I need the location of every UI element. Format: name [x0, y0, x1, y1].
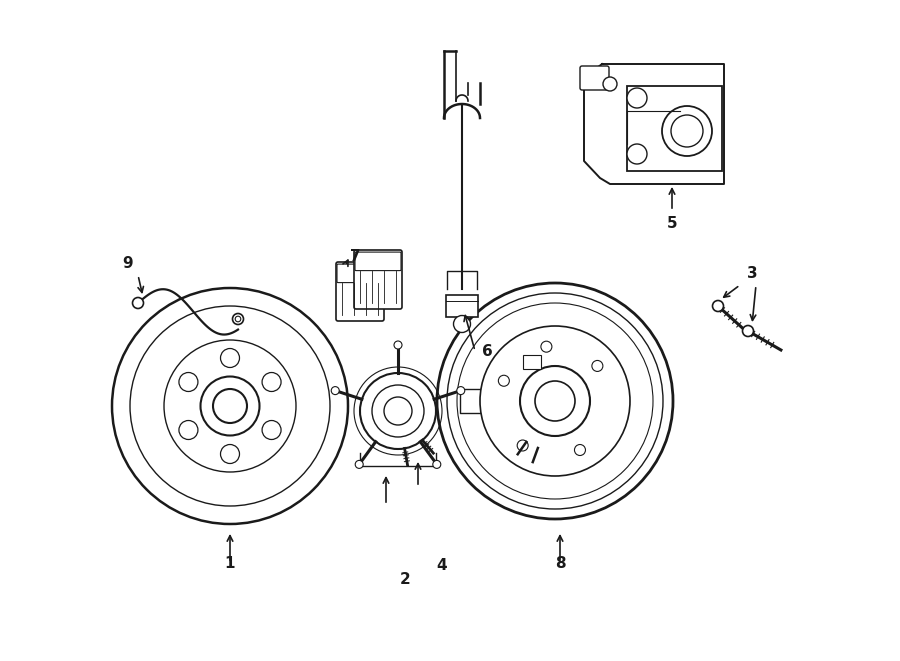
Circle shape: [394, 341, 402, 349]
Circle shape: [220, 348, 239, 368]
Text: 9: 9: [122, 256, 133, 270]
Text: 1: 1: [225, 555, 235, 570]
Text: 8: 8: [554, 555, 565, 570]
Circle shape: [454, 315, 471, 332]
Circle shape: [592, 360, 603, 371]
Circle shape: [356, 461, 364, 469]
Circle shape: [262, 420, 281, 440]
Text: 4: 4: [436, 559, 447, 574]
Circle shape: [499, 375, 509, 386]
Circle shape: [262, 373, 281, 391]
Text: 2: 2: [400, 572, 410, 586]
Bar: [627, 86, 722, 171]
Circle shape: [627, 144, 647, 164]
FancyBboxPatch shape: [336, 262, 384, 321]
Circle shape: [457, 387, 464, 395]
Circle shape: [603, 77, 617, 91]
Circle shape: [742, 325, 753, 336]
Circle shape: [112, 288, 348, 524]
Circle shape: [331, 387, 339, 395]
Circle shape: [662, 106, 712, 156]
Text: 5: 5: [667, 215, 678, 231]
Circle shape: [627, 88, 647, 108]
Circle shape: [179, 373, 198, 391]
Bar: [523, 355, 541, 369]
Polygon shape: [584, 64, 724, 184]
Circle shape: [437, 283, 673, 519]
Circle shape: [132, 297, 143, 309]
FancyBboxPatch shape: [337, 264, 383, 283]
Circle shape: [360, 373, 436, 449]
Circle shape: [574, 444, 586, 455]
Bar: [446, 295, 478, 317]
FancyBboxPatch shape: [355, 252, 401, 270]
Circle shape: [220, 444, 239, 463]
Circle shape: [713, 301, 724, 311]
Circle shape: [179, 420, 198, 440]
FancyBboxPatch shape: [580, 66, 609, 90]
Text: 7: 7: [350, 249, 360, 264]
Circle shape: [232, 313, 244, 325]
FancyBboxPatch shape: [354, 250, 402, 309]
Text: 6: 6: [482, 344, 492, 358]
Circle shape: [518, 440, 528, 451]
Circle shape: [433, 461, 441, 469]
Text: 3: 3: [747, 266, 757, 280]
Circle shape: [541, 341, 552, 352]
